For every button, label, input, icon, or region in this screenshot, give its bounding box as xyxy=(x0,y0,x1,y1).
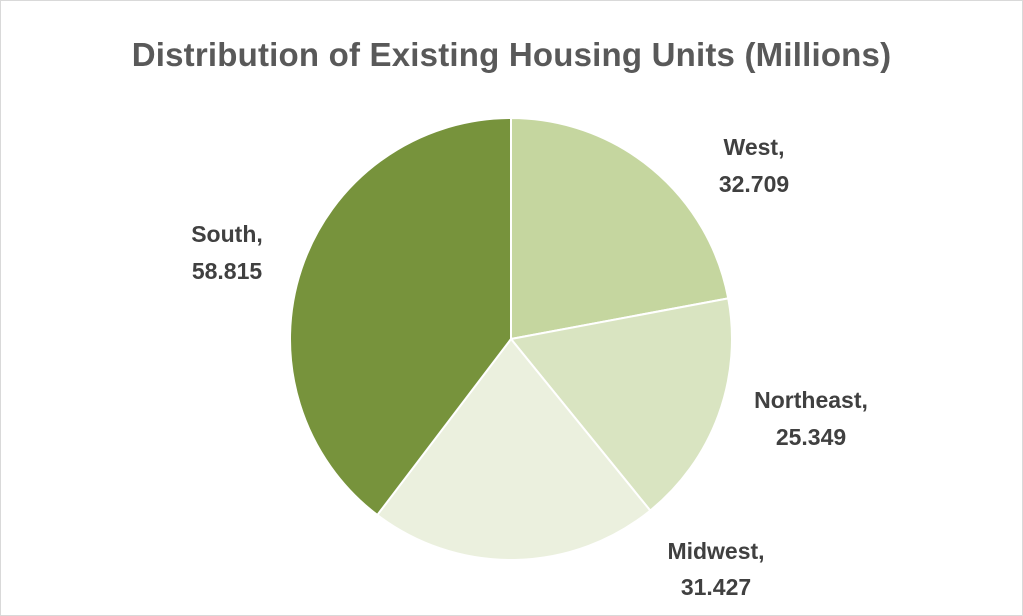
data-label-midwest: Midwest, 31.427 xyxy=(667,538,764,600)
data-label-west: West, 32.709 xyxy=(719,134,789,197)
data-label-northeast: Northeast, 25.349 xyxy=(754,387,868,450)
pie-slices xyxy=(289,117,733,561)
data-label-value: 58.815 xyxy=(192,258,263,284)
data-label-value: 25.349 xyxy=(776,424,846,450)
data-label-category: South, xyxy=(191,221,263,247)
pie-slice-south xyxy=(289,117,512,516)
data-label-category: Midwest, xyxy=(667,538,764,564)
pie-slice-northeast xyxy=(510,297,733,512)
pie-slice-midwest xyxy=(376,338,652,561)
data-label-value: 31.427 xyxy=(681,574,751,600)
data-label-category: West, xyxy=(724,134,785,160)
data-label-south: South, 58.815 xyxy=(191,221,263,284)
data-label-category: Northeast, xyxy=(754,387,868,413)
chart-title: Distribution of Existing Housing Units (… xyxy=(131,36,892,73)
pie-data-labels: West, 32.709 Northeast, 25.349 Midwest, 31.42… xyxy=(191,134,868,600)
pie-slice-west xyxy=(510,117,730,340)
data-label-value: 32.709 xyxy=(719,171,789,197)
